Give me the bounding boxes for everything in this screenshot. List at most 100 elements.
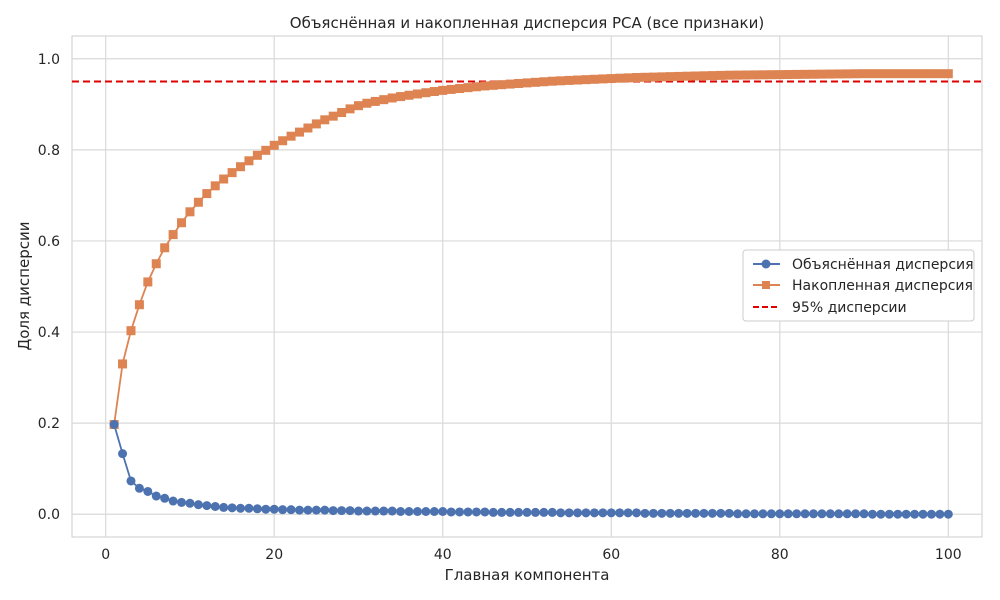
legend: Объяснённая дисперсия Накопленная диспер… — [742, 249, 975, 322]
cumulative-variance-point — [758, 70, 768, 80]
cumulative-variance-point — [177, 218, 187, 228]
cumulative-variance-point — [918, 69, 928, 79]
x-tick-label: 20 — [265, 547, 283, 563]
cumulative-variance-point — [910, 69, 920, 79]
explained-variance-point — [362, 506, 372, 516]
explained-variance-point — [674, 508, 684, 518]
explained-variance-point — [134, 483, 144, 493]
explained-variance-point — [573, 508, 583, 518]
cumulative-variance-point — [488, 80, 498, 90]
legend-label-explained: Объяснённая дисперсия — [792, 257, 974, 273]
explained-variance-point — [893, 509, 903, 519]
cumulative-variance-point — [160, 243, 170, 253]
y-tick-label: 1.0 — [38, 52, 60, 68]
cumulative-variance-point — [808, 69, 818, 79]
y-tick-label: 0.0 — [38, 507, 60, 523]
explained-variance-point — [792, 509, 802, 519]
cumulative-variance-point — [817, 69, 827, 79]
cumulative-variance-point — [834, 69, 844, 79]
explained-variance-point — [758, 509, 768, 519]
cumulative-variance-point — [387, 93, 397, 103]
legend-label-threshold: 95% дисперсии — [792, 300, 907, 316]
explained-variance-point — [640, 508, 650, 518]
cumulative-variance-point — [547, 76, 557, 86]
explained-variance-point — [800, 509, 810, 519]
cumulative-variance-point — [556, 76, 566, 86]
explained-variance-point — [539, 507, 549, 517]
cumulative-variance-point — [724, 70, 734, 80]
cumulative-variance-point — [606, 74, 616, 84]
explained-variance-point — [488, 507, 498, 517]
explained-variance-point — [446, 507, 456, 517]
cumulative-variance-point — [623, 73, 633, 83]
cumulative-variance-point — [539, 77, 549, 87]
cumulative-variance-point — [851, 69, 861, 79]
cumulative-variance-point — [522, 78, 532, 88]
explained-variance-point — [295, 505, 304, 515]
explained-variance-point — [556, 508, 566, 518]
cumulative-variance-point — [775, 70, 785, 80]
explained-variance-point — [859, 509, 869, 519]
explained-variance-point — [497, 507, 507, 517]
explained-variance-point — [825, 509, 835, 519]
legend-label-cumulative: Накопленная дисперсия — [792, 278, 973, 294]
explained-variance-point — [236, 503, 246, 513]
cumulative-variance-point — [202, 189, 212, 199]
x-tick-label: 0 — [101, 547, 110, 563]
explained-variance-point — [935, 509, 945, 519]
explained-variance-point — [926, 509, 936, 519]
explained-variance-point — [143, 486, 153, 496]
legend-marker-cumulative — [762, 281, 770, 289]
explained-variance-point — [766, 509, 776, 519]
cumulative-variance-point — [615, 73, 625, 83]
cumulative-variance-point — [935, 69, 945, 79]
explained-variance-point — [699, 508, 709, 518]
cumulative-variance-point — [867, 69, 877, 79]
explained-variance-point — [286, 505, 296, 515]
cumulative-variance-point — [168, 230, 178, 240]
explained-variance-point — [775, 509, 785, 519]
cumulative-variance-point — [640, 72, 650, 82]
x-tick-label: 40 — [434, 547, 452, 563]
explained-variance-point — [455, 507, 465, 517]
explained-variance-point — [657, 508, 667, 518]
explained-variance-point — [724, 508, 734, 518]
cumulative-variance-point — [682, 71, 692, 81]
cumulative-variance-point — [901, 69, 911, 79]
cumulative-variance-point — [792, 69, 802, 79]
explained-variance-point — [353, 506, 363, 516]
explained-variance-point — [185, 498, 195, 508]
cumulative-variance-point — [261, 145, 271, 155]
explained-variance-point — [733, 509, 743, 519]
explained-variance-point — [547, 507, 557, 517]
cumulative-variance-point — [733, 70, 743, 80]
cumulative-variance-point — [707, 71, 717, 81]
explained-variance-point — [311, 505, 321, 515]
cumulative-variance-point — [657, 72, 667, 82]
explained-variance-point — [252, 504, 262, 514]
explained-variance-point — [910, 509, 920, 519]
explained-variance-point — [632, 508, 642, 518]
explained-variance-point — [261, 504, 271, 514]
cumulative-variance-point — [943, 69, 953, 79]
explained-variance-point — [808, 509, 818, 519]
explained-variance-point — [404, 506, 414, 516]
explained-variance-point — [370, 506, 380, 516]
explained-variance-point — [817, 509, 827, 519]
cumulative-variance-point — [345, 104, 355, 114]
cumulative-variance-point — [648, 72, 658, 82]
explained-variance-point — [126, 476, 136, 486]
explained-variance-point — [918, 509, 928, 519]
cumulative-variance-point — [884, 69, 894, 79]
x-tick-label: 100 — [935, 547, 962, 563]
cumulative-variance-point — [118, 359, 128, 369]
x-tick-label: 60 — [602, 547, 620, 563]
x-axis-title: Главная компонента — [445, 566, 610, 584]
explained-variance-point — [337, 506, 347, 516]
explained-variance-point — [345, 506, 355, 516]
cumulative-variance-point — [480, 81, 490, 91]
cumulative-variance-point — [691, 71, 701, 81]
cumulative-variance-point — [143, 277, 153, 287]
cumulative-variance-point — [893, 69, 903, 79]
